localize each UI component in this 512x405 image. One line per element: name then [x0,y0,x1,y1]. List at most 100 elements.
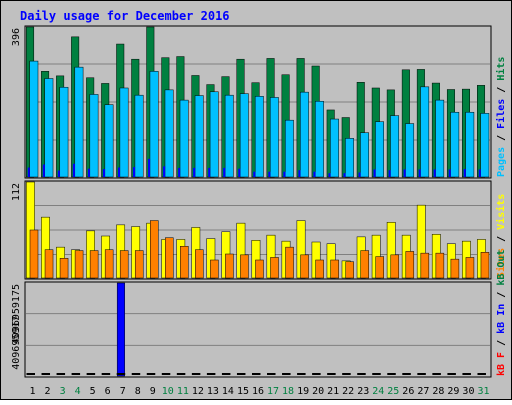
y-axis-mid-label: 409695917 [11,316,22,370]
files-bar [420,86,430,178]
kb-baseline-mark [432,373,441,375]
x-tick-label: 6 [105,386,111,397]
sites-bar [420,252,430,279]
sites-bar [44,249,54,279]
kb-baseline-mark [267,373,276,375]
x-tick-label: 4 [75,386,81,397]
x-tick-label: 16 [252,386,264,397]
files-bar [119,87,129,178]
sites-bar [225,253,234,279]
pages-bar [328,173,331,177]
legend-entry: kB Out [496,250,507,286]
files-bar [480,113,490,178]
x-tick-label: 13 [207,386,219,397]
sites-bar [435,252,445,279]
legend-entry: / [496,81,507,99]
x-tick-label: 19 [297,386,309,397]
files-bar [300,91,309,178]
kb-baseline-mark [56,373,66,375]
sites-bar [134,250,144,279]
x-tick-label: 31 [477,386,489,397]
x-tick-label: 1 [30,386,36,397]
legend-entry: / [496,334,507,352]
kb-baseline-mark [402,373,411,375]
x-tick-label: 17 [267,386,279,397]
x-tick-label: 21 [327,386,339,397]
kb-baseline-mark [101,373,111,375]
x-axis-labels: 1 2 3 4 5 6 7 8 9 10 11 12 13 14 15 16 17 18 19 20 21 22 23 24 2… [30,386,490,397]
pages-bar [148,158,151,177]
pages-bar [388,170,391,177]
sites-bar [285,246,294,279]
legend-entry: / [496,129,507,147]
pages-bar [57,170,60,177]
kb-baseline-mark [477,373,486,375]
sites-bar [390,254,400,279]
files-bar [224,94,234,178]
kb-baseline-mark [176,373,186,375]
sites-bar [89,250,99,279]
kb-baseline-mark [191,373,201,375]
pages-bar [433,169,436,177]
sites-bar [59,258,69,279]
x-tick-label: 11 [177,386,189,397]
kb-baseline-mark [41,373,51,375]
sites-bar [315,259,324,279]
files-bar [435,99,445,178]
kb-baseline-mark [146,373,156,375]
pages-bar [343,173,346,177]
panel-visits-sites: 112 Sites / Visits [11,180,507,280]
pages-bar [193,167,196,177]
kb-baseline-mark [282,373,291,375]
pages-bar [42,164,45,177]
files-bar [330,118,339,178]
pages-bar [298,170,301,177]
pages-bar [268,171,271,177]
sites-bar [119,250,129,279]
x-tick-label: 22 [342,386,354,397]
kb-baseline-mark [161,373,171,375]
pages-bar [163,166,166,177]
legend-entry: kB In [496,304,507,334]
sites-bar [465,257,475,279]
x-tick-label: 15 [237,386,249,397]
x-tick-label: 28 [432,386,444,397]
x-tick-label: 14 [222,386,234,397]
pages-bar [403,169,406,177]
pages-bar [87,168,90,177]
sites-bar [195,249,204,279]
legend-entry: / [496,230,507,248]
files-bar [360,132,369,178]
sites-bar [180,246,189,279]
kb-baseline-mark [417,373,426,375]
kb-baseline-mark [372,373,381,375]
kb-baseline-mark [131,373,141,375]
pages-bar [27,167,30,177]
files-bar [44,78,54,178]
legend-entry: kB F [496,352,507,376]
x-tick-label: 25 [387,386,399,397]
pages-bar [478,169,481,177]
files-bar [149,71,159,178]
chart-title: Daily usage for December 2016 [20,9,230,23]
x-tick-label: 9 [150,386,156,397]
files-bar [465,111,475,178]
files-bar [254,96,264,178]
kb-baseline-mark [86,373,96,375]
legend-entry: Files [495,99,507,129]
files-bar [194,95,204,178]
x-tick-label: 3 [60,386,66,397]
x-tick-label: 26 [402,386,414,397]
y-axis-top-label: 396 [11,28,22,46]
sites-bar [104,249,114,279]
pages-bar [448,169,451,177]
legend-entry: / [496,286,507,304]
plot-area [24,281,492,378]
x-tick-label: 12 [192,386,204,397]
y-axis-top-label: 112 [11,183,22,201]
sites-bar [150,220,159,279]
pages-bar [208,167,211,177]
y-axis-top-label: 4096959175 [11,284,22,344]
